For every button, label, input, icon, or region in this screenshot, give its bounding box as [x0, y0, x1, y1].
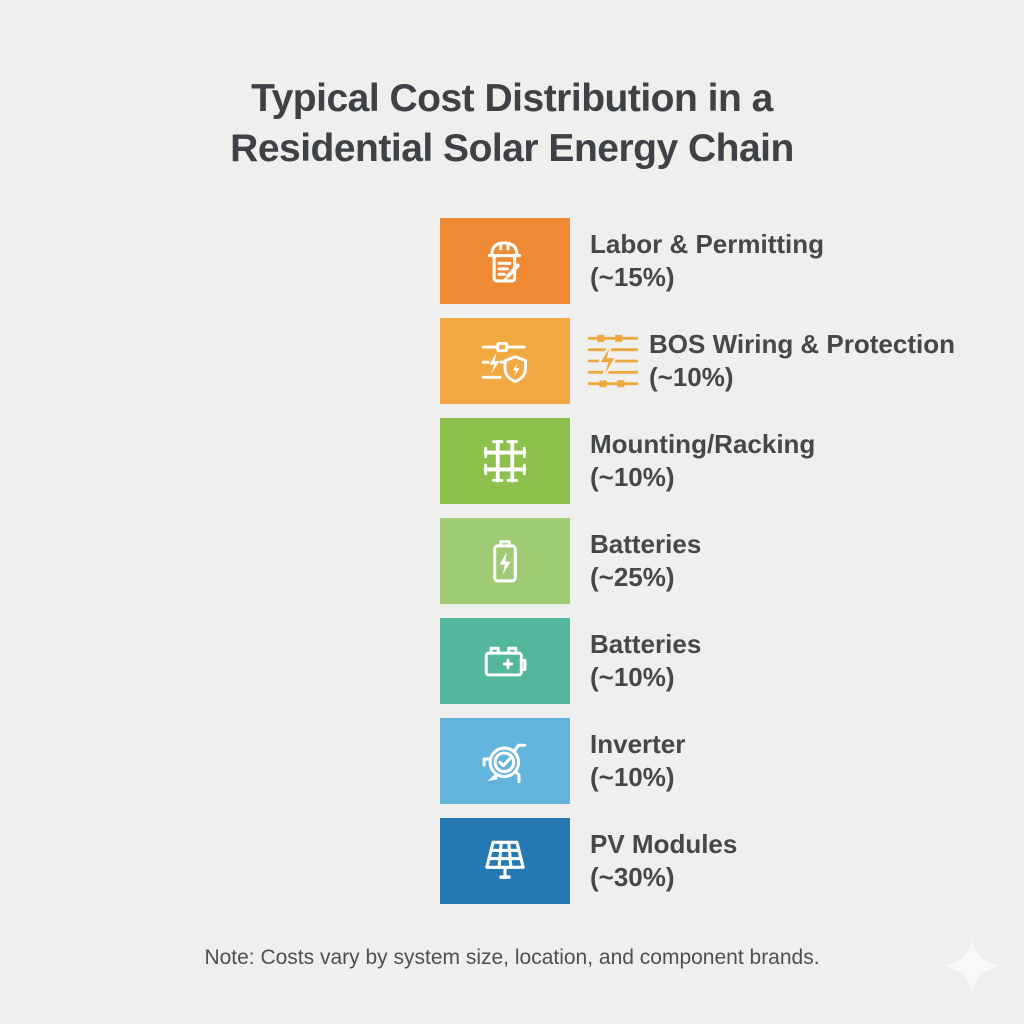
cost-item-label: Batteries (~25%)	[590, 528, 701, 594]
labor-permitting-tile	[440, 218, 570, 304]
cost-item-label: Labor & Permitting (~15%)	[590, 228, 824, 294]
batteries-2-tile	[440, 618, 570, 704]
cost-item-share: (~10%)	[649, 362, 734, 392]
cost-item-share: (~15%)	[590, 262, 675, 292]
solar-panel-icon	[485, 840, 525, 879]
batteries-tile	[440, 518, 570, 604]
cost-item-share: (~10%)	[590, 462, 675, 492]
wiring-shield-icon	[481, 342, 527, 383]
cost-item-share: (~30%)	[590, 862, 675, 892]
cost-item-name: Batteries	[590, 529, 702, 559]
cost-item-row-batteries-1: Batteries (~25%)	[440, 518, 955, 604]
cost-item-label: PV Modules (~30%)	[590, 828, 737, 894]
battery-bolt-icon	[493, 540, 517, 583]
mounting-racking-tile	[440, 418, 570, 504]
cost-item-list: Labor & Permitting (~15%)	[440, 218, 955, 918]
page-title-line-1: Typical Cost Distribution in a	[251, 77, 773, 120]
cost-item-name: PV Modules	[590, 829, 738, 859]
cost-item-name: Batteries	[590, 629, 702, 659]
cost-item-row-mounting: Mounting/Racking (~10%)	[440, 418, 955, 504]
cost-item-label: Inverter (~10%)	[590, 728, 685, 794]
cost-item-row-inverter: Inverter (~10%)	[440, 718, 955, 804]
inverter-gauge-icon	[482, 743, 527, 784]
cost-item-label: BOS Wiring & Protection (~10%)	[649, 328, 955, 394]
cost-item-row-pv: PV Modules (~30%)	[440, 818, 955, 904]
cost-item-share: (~25%)	[590, 562, 675, 592]
cost-item-name: Inverter	[590, 729, 686, 759]
car-battery-icon	[484, 646, 527, 677]
cost-item-name: Labor & Permitting	[590, 229, 825, 259]
sparkle-icon	[945, 939, 999, 993]
footnote: Note: Costs vary by system size, locatio…	[204, 946, 820, 969]
cost-item-label: Batteries (~10%)	[590, 628, 701, 694]
cost-item-share: (~10%)	[590, 662, 675, 692]
cost-item-name: BOS Wiring & Protection	[649, 329, 955, 359]
page-title: Typical Cost Distribution in a Residenti…	[0, 74, 1024, 174]
mounting-rack-icon	[483, 439, 527, 483]
cost-item-label: Mounting/Racking (~10%)	[590, 428, 815, 494]
cost-item-row-bos: BOS Wiring & Protection (~10%)	[440, 318, 955, 404]
cost-item-row-batteries-2: Batteries (~10%)	[440, 618, 955, 704]
inverter-tile	[440, 718, 570, 804]
pv-modules-tile	[440, 818, 570, 904]
sliders-bolt-icon	[587, 334, 639, 388]
hard-hat-document-icon	[487, 241, 522, 283]
bos-wiring-tile	[440, 318, 570, 404]
cost-item-row-labor: Labor & Permitting (~15%)	[440, 218, 955, 304]
cost-item-name: Mounting/Racking	[590, 429, 816, 459]
page-title-line-2: Residential Solar Energy Chain	[230, 127, 794, 170]
cost-item-share: (~10%)	[590, 762, 675, 792]
